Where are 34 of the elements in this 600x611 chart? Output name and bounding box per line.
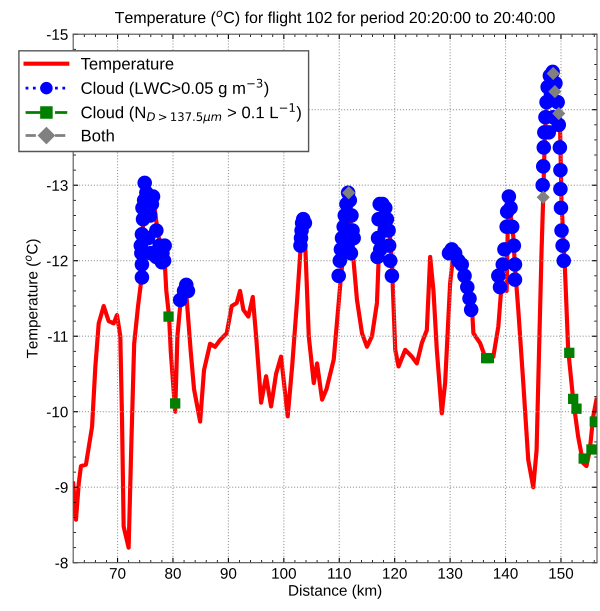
- x-tick-label: 100: [272, 568, 296, 579]
- chart-title: Temperature ($^{o}$C) for flight 102 for period 20:20:00 to 20:40:00: [115, 10, 555, 26]
- x-tick-label: 150: [549, 568, 574, 579]
- x-tick-label: 130: [438, 568, 462, 579]
- point: [571, 404, 582, 414]
- y-tick-label: -10: [46, 406, 68, 418]
- y-tick-label: -15: [46, 29, 68, 40]
- point: [578, 453, 589, 464]
- point: [586, 444, 597, 455]
- y-tick-label: -9: [55, 482, 68, 493]
- x-tick-label: 80: [165, 568, 181, 579]
- point: [170, 398, 180, 409]
- x-axis-title: Distance (km): [289, 584, 382, 599]
- y-tick-label: -13: [46, 180, 68, 191]
- x-tick-label: 70: [110, 568, 126, 579]
- y-axis-title: Temperature ($^{o}$C): [26, 239, 41, 358]
- point: [484, 352, 494, 364]
- x-tick-label: 90: [220, 568, 236, 579]
- legend-label: Cloud (LWC>0.05 g m$^{−3}$): [81, 78, 268, 98]
- x-tick-label: 120: [383, 568, 407, 579]
- y-tick-label: -12: [46, 256, 68, 266]
- x-tick-label: 140: [494, 568, 518, 579]
- point: [163, 311, 174, 322]
- y-tick-label: -11: [48, 331, 68, 342]
- y-tick-label: -8: [55, 558, 68, 568]
- point: [564, 348, 574, 358]
- legend-label: Temperature: [80, 58, 174, 73]
- point: [548, 85, 562, 98]
- legend-label: Cloud (N$_{D>137.5μm}$ > 0.1 L$^{−1}$): [81, 103, 301, 124]
- point: [536, 190, 550, 204]
- point: [552, 106, 566, 120]
- x-tick-label: 110: [328, 568, 351, 579]
- legend-label: Both: [82, 129, 114, 142]
- point: [568, 394, 578, 404]
